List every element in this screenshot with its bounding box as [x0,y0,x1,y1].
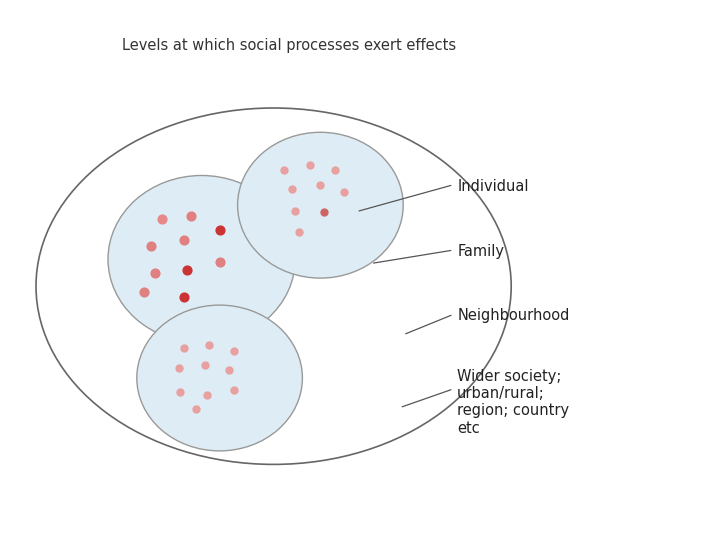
Text: Neighbourhood: Neighbourhood [457,308,570,323]
Point [304,160,315,169]
Point [289,206,301,215]
Ellipse shape [108,176,295,343]
Point [338,187,350,196]
Point [214,225,225,234]
Text: Wider society;
urban/rural;
region; country
etc: Wider society; urban/rural; region; coun… [457,369,570,436]
Point [223,366,235,374]
Point [173,364,184,373]
Point [214,258,225,266]
Point [178,344,189,353]
Point [138,287,150,296]
Point [174,387,186,396]
Point [315,180,326,189]
Point [286,185,297,193]
Point [178,236,189,245]
Point [329,166,341,174]
Point [178,293,189,301]
Text: Individual: Individual [457,179,528,194]
Text: Family: Family [457,244,504,259]
Ellipse shape [137,305,302,451]
Point [156,214,168,223]
Point [318,207,330,216]
Point [202,391,213,400]
Point [181,266,193,274]
Point [190,405,202,414]
Point [279,166,290,174]
Point [228,386,240,394]
Text: Levels at which social processes exert effects: Levels at which social processes exert e… [122,38,456,53]
Point [199,360,211,369]
Point [185,212,197,220]
Point [203,340,215,349]
Point [145,241,157,250]
Point [149,268,161,277]
Ellipse shape [36,108,511,464]
Ellipse shape [238,132,403,278]
Point [293,228,305,237]
Point [228,347,240,355]
